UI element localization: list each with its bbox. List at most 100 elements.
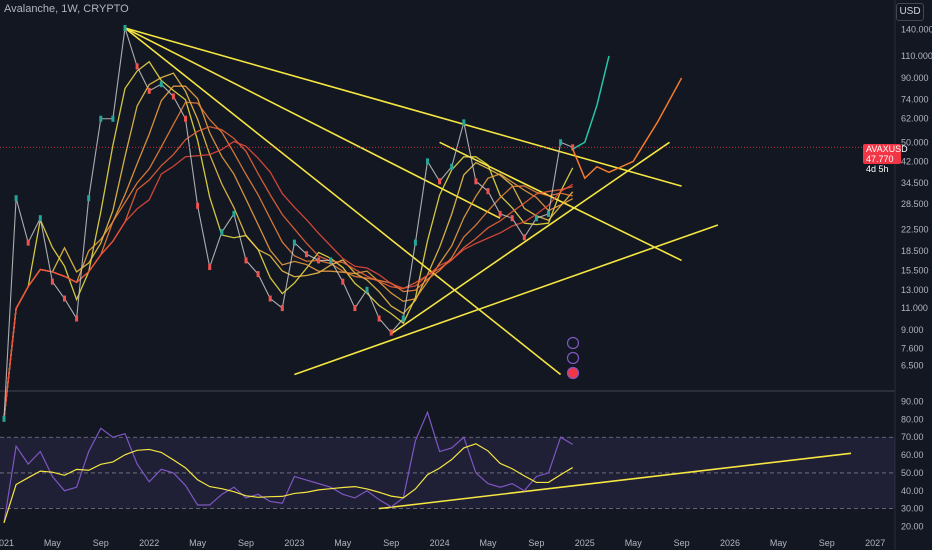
price-candle <box>413 239 417 246</box>
price-tick-label: 90.000 <box>901 73 929 83</box>
price-tick-label: 11.000 <box>901 303 928 313</box>
projection-paths[interactable] <box>0 55 895 180</box>
price-tag-symbol: AVAXUSD <box>866 144 908 154</box>
price-candle <box>14 195 18 202</box>
ribbon-ma-line <box>3 85 573 419</box>
price-candle <box>292 239 296 246</box>
price-candle <box>184 115 187 122</box>
orange-projection-path <box>572 77 683 180</box>
rsi-trendline <box>379 452 852 510</box>
teal-projection-path <box>572 55 610 150</box>
price-candle <box>510 215 514 222</box>
price-tick-label: 9.000 <box>901 325 924 335</box>
time-tick-label: May <box>334 538 352 548</box>
time-tick-label: 2023 <box>284 538 304 548</box>
price-candle <box>389 329 393 336</box>
price-panel <box>0 0 896 550</box>
rsi-tick-label: 30.00 <box>901 504 924 514</box>
rsi-panel <box>0 436 895 509</box>
price-candle <box>534 215 538 222</box>
price-candle <box>377 315 381 322</box>
price-candle <box>171 93 175 100</box>
price-tick-label: 22.500 <box>901 225 929 235</box>
trendlines[interactable] <box>124 27 852 510</box>
price-candle <box>438 178 442 185</box>
time-tick-label: 2022 <box>139 538 159 548</box>
price-candle <box>135 63 139 70</box>
price-candle <box>220 229 224 236</box>
price-candle <box>232 210 236 217</box>
ribbon-ma-line <box>3 60 574 419</box>
price-candle <box>50 278 54 285</box>
price-candle <box>401 315 405 322</box>
price-candle <box>341 278 345 285</box>
rsi-tick-label: 50.00 <box>901 468 924 478</box>
price-axis[interactable]: 140.000 110.000 90.000 74.000 62.000 50.000 42… <box>901 25 932 371</box>
rsi-tick-label: 60.00 <box>901 450 924 460</box>
time-tick-label: 2021 <box>0 538 14 548</box>
side-icons[interactable] <box>566 336 580 380</box>
price-tick-label: 50.000 <box>901 137 929 147</box>
rsi-tick-label: 40.00 <box>901 486 924 496</box>
price-candle <box>426 158 429 165</box>
time-tick-label: May <box>479 538 497 548</box>
rsi-tick-label: 90.00 <box>901 397 924 407</box>
price-tick-label: 6.500 <box>901 361 924 371</box>
price-candle <box>353 305 357 312</box>
plus-icon[interactable] <box>566 336 580 350</box>
price-series-line <box>3 27 573 419</box>
price-candle <box>486 188 490 195</box>
price-candle <box>305 251 308 258</box>
price-candle <box>26 239 30 246</box>
price-line <box>2 25 575 422</box>
price-candle <box>2 415 6 422</box>
price-tick-label: 74.000 <box>901 94 929 104</box>
price-tag-countdown: 4d 5h <box>866 164 889 174</box>
price-candle <box>317 257 321 264</box>
time-tick-label: Sep <box>383 538 399 548</box>
time-tick-label: Sep <box>93 538 109 548</box>
price-tag-value: 47.770 <box>866 154 894 164</box>
price-candle <box>159 81 163 88</box>
time-tick-label: Sep <box>674 538 690 548</box>
price-candle <box>498 210 502 217</box>
price-candle <box>63 295 66 302</box>
price-candle <box>123 25 127 32</box>
trendline <box>124 27 682 187</box>
lightning-icon[interactable] <box>566 351 580 365</box>
price-candle <box>559 139 563 146</box>
trendline <box>124 27 501 219</box>
rsi-ma-line <box>3 443 574 524</box>
chart-title: Avalanche, 1W, CRYPTO <box>4 3 129 15</box>
time-tick-label: 2025 <box>575 538 595 548</box>
price-candle <box>522 234 526 241</box>
flag-icon[interactable] <box>566 366 580 380</box>
rsi-axis[interactable]: 90.00 80.00 70.00 60.00 50.00 40.00 30.00 20.00 <box>901 397 924 532</box>
rsi-line <box>3 410 574 524</box>
rsi-tick-label: 80.00 <box>901 414 924 424</box>
price-candle <box>147 87 151 94</box>
price-tick-label: 28.500 <box>901 199 929 209</box>
time-tick-label: May <box>625 538 643 548</box>
price-tick-label: 18.500 <box>901 246 929 256</box>
price-tick-label: 110.000 <box>901 51 932 61</box>
price-candle <box>268 295 272 302</box>
rsi-tick-label: 20.00 <box>901 521 924 531</box>
ma-ribbon <box>3 60 574 419</box>
time-tick-label: Sep <box>819 538 835 548</box>
time-axis[interactable]: 2021 May Sep 2022 May Sep 2023 May Sep 2024 May Sep… <box>0 538 885 548</box>
price-candle <box>474 178 478 185</box>
trendline <box>390 141 670 335</box>
trendline <box>124 27 562 376</box>
price-tick-label: 34.500 <box>901 178 929 188</box>
price-tick-label: 42.000 <box>901 156 929 166</box>
time-tick-label: 2027 <box>865 538 885 548</box>
ribbon-ma-line <box>3 72 574 419</box>
price-candle <box>462 119 466 126</box>
price-candle <box>280 305 284 312</box>
price-candle <box>244 257 248 264</box>
currency-button[interactable]: USD <box>896 3 924 21</box>
price-tag: AVAXUSD 47.770 4d 5h <box>863 144 908 174</box>
price-candle <box>365 286 369 293</box>
